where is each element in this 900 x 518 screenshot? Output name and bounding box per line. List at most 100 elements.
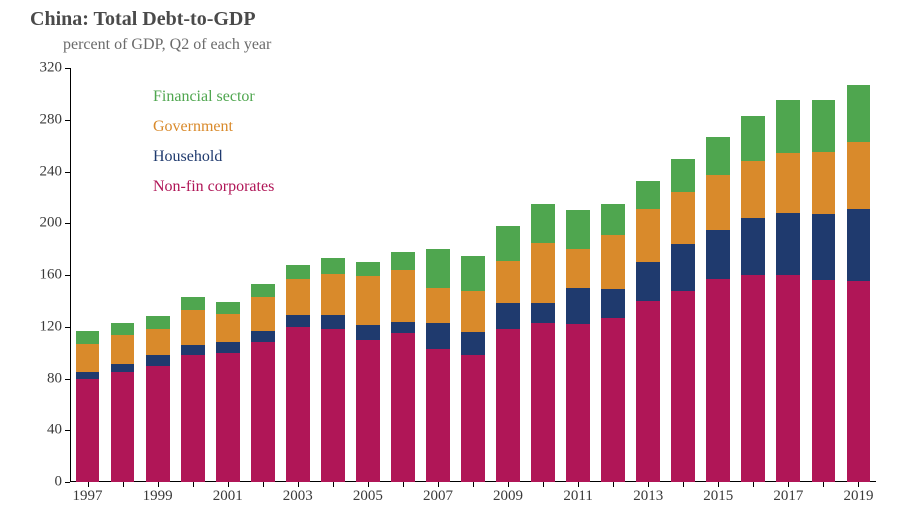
bar-financial — [216, 302, 240, 314]
bar-nonfin — [356, 340, 380, 482]
bar-financial — [812, 100, 836, 152]
x-tick-label: 2001 — [213, 482, 243, 505]
bar-nonfin — [426, 349, 450, 482]
bar-government — [111, 335, 135, 365]
x-tick-label: 2007 — [423, 482, 453, 505]
bar-nonfin — [812, 280, 836, 482]
bar-nonfin — [636, 301, 660, 482]
bar-nonfin — [181, 355, 205, 482]
y-tick-label: 160 — [40, 267, 71, 284]
x-tick-label: 2019 — [843, 482, 873, 505]
bar-government — [566, 249, 590, 288]
bar-government — [741, 161, 765, 218]
bar-household — [636, 262, 660, 301]
bar-government — [531, 243, 555, 304]
bar-household — [671, 244, 695, 291]
bar-nonfin — [496, 329, 520, 482]
bar-household — [812, 214, 836, 280]
bar-financial — [426, 249, 450, 288]
bar-nonfin — [531, 323, 555, 482]
x-tick-mark — [683, 482, 684, 487]
bar-nonfin — [286, 327, 310, 482]
bar-nonfin — [391, 333, 415, 482]
bar-household — [76, 372, 100, 378]
x-tick-mark — [473, 482, 474, 487]
bar-financial — [566, 210, 590, 249]
bar-household — [461, 332, 485, 355]
bar-financial — [636, 181, 660, 209]
bar-financial — [496, 226, 520, 261]
bar-financial — [601, 204, 625, 235]
x-tick-label: 2017 — [773, 482, 803, 505]
bar-government — [636, 209, 660, 262]
bar-government — [847, 142, 871, 209]
bar-government — [181, 310, 205, 345]
bar-financial — [286, 265, 310, 279]
bar-household — [216, 342, 240, 352]
bar-government — [812, 152, 836, 214]
x-tick-label: 2011 — [563, 482, 592, 505]
bar-government — [216, 314, 240, 342]
bar-government — [356, 276, 380, 325]
bar-nonfin — [776, 275, 800, 482]
bar-financial — [111, 323, 135, 335]
bar-financial — [706, 137, 730, 176]
bar-financial — [391, 252, 415, 270]
bar-government — [391, 270, 415, 322]
x-tick-mark — [543, 482, 544, 487]
bar-household — [251, 331, 275, 343]
x-tick-label: 1999 — [143, 482, 173, 505]
bar-government — [76, 344, 100, 372]
bar-financial — [146, 316, 170, 329]
bar-financial — [741, 116, 765, 161]
bar-nonfin — [706, 279, 730, 482]
x-tick-mark — [753, 482, 754, 487]
bar-household — [181, 345, 205, 355]
bar-government — [146, 329, 170, 355]
bar-household — [776, 213, 800, 275]
legend-item-nonfin: Non-fin corporates — [153, 178, 274, 196]
bar-household — [321, 315, 345, 329]
y-tick-label: 80 — [47, 370, 70, 387]
bar-nonfin — [461, 355, 485, 482]
y-tick-label: 120 — [40, 318, 71, 335]
bar-government — [496, 261, 520, 304]
y-tick-label: 240 — [40, 163, 71, 180]
bar-household — [146, 355, 170, 365]
x-tick-label: 1997 — [73, 482, 103, 505]
x-tick-mark — [613, 482, 614, 487]
y-tick-label: 0 — [55, 474, 71, 491]
bar-household — [531, 303, 555, 322]
y-axis — [70, 68, 71, 482]
bar-nonfin — [111, 372, 135, 482]
y-tick-label: 320 — [40, 60, 71, 77]
bar-nonfin — [321, 329, 345, 482]
bar-financial — [531, 204, 555, 243]
bar-household — [391, 322, 415, 334]
plot-area: 0408012016020024028032019971999200120032… — [70, 68, 876, 482]
y-tick-label: 40 — [47, 422, 70, 439]
legend-item-financial: Financial sector — [153, 88, 255, 106]
bar-nonfin — [601, 318, 625, 482]
bar-financial — [76, 331, 100, 344]
bar-financial — [847, 85, 871, 142]
bar-financial — [181, 297, 205, 310]
legend-item-household: Household — [153, 148, 222, 166]
bar-nonfin — [76, 379, 100, 483]
bar-financial — [251, 284, 275, 297]
legend-item-government: Government — [153, 118, 233, 136]
x-tick-label: 2013 — [633, 482, 663, 505]
bar-government — [251, 297, 275, 331]
chart-subtitle: percent of GDP, Q2 of each year — [63, 36, 271, 54]
chart-container: China: Total Debt-to-GDP percent of GDP,… — [0, 0, 900, 518]
bar-nonfin — [566, 324, 590, 482]
y-tick-label: 200 — [40, 215, 71, 232]
bar-government — [321, 274, 345, 315]
bar-household — [847, 209, 871, 281]
bar-nonfin — [146, 366, 170, 482]
x-tick-mark — [403, 482, 404, 487]
x-tick-label: 2003 — [283, 482, 313, 505]
x-tick-mark — [193, 482, 194, 487]
bar-nonfin — [671, 291, 695, 482]
bar-government — [601, 235, 625, 289]
